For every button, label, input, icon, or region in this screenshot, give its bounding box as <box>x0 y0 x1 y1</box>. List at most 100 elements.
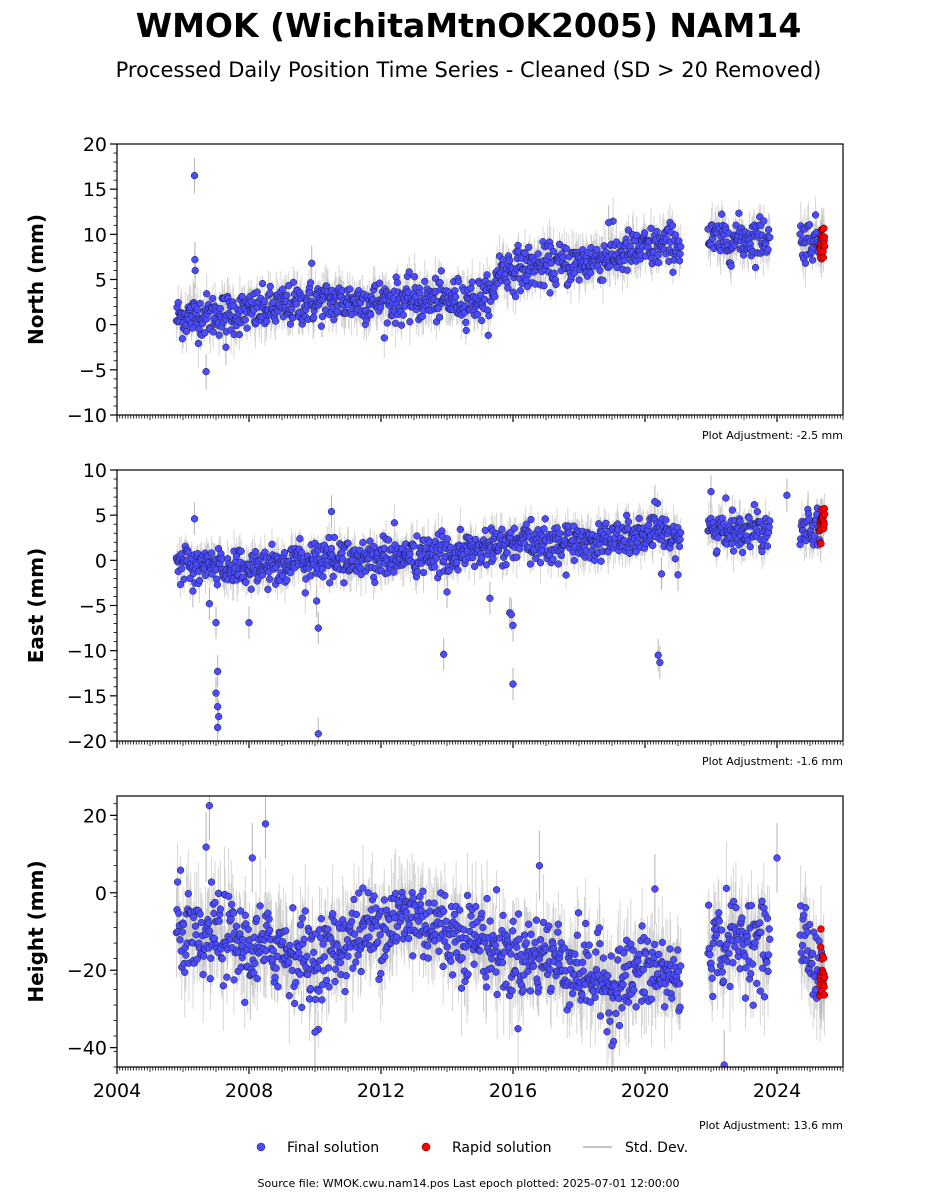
final-point <box>366 311 375 319</box>
final-point-outlier <box>509 680 517 688</box>
final-point <box>764 245 772 254</box>
final-point <box>241 316 249 324</box>
final-point <box>399 311 407 319</box>
final-point-outlier <box>314 624 322 632</box>
final-point <box>624 226 633 234</box>
final-point <box>491 292 499 301</box>
final-point <box>359 538 367 547</box>
final-point <box>554 560 562 568</box>
final-point-outlier <box>191 266 199 275</box>
final-point <box>406 550 414 558</box>
final-point <box>451 293 460 301</box>
final-point <box>213 581 222 589</box>
final-point <box>263 317 271 325</box>
final-point-outlier <box>443 588 451 596</box>
final-point <box>453 558 461 567</box>
final-point <box>380 334 388 342</box>
final-point <box>418 312 426 321</box>
final-point <box>570 556 579 565</box>
final-point <box>482 561 491 569</box>
rapid-solution-points <box>816 504 829 548</box>
final-point <box>413 568 422 576</box>
final-point <box>713 547 721 555</box>
final-point-outlier <box>783 491 791 499</box>
final-point <box>180 575 188 583</box>
final-point <box>718 210 726 218</box>
final-point <box>552 280 560 289</box>
final-point-outlier <box>214 723 222 732</box>
y-tick-label: 10 <box>83 460 107 482</box>
final-point <box>435 313 444 321</box>
final-point <box>644 521 653 529</box>
final-point <box>502 561 510 569</box>
final-point <box>597 557 605 565</box>
final-point <box>346 285 354 293</box>
final-point <box>623 266 631 274</box>
final-point <box>728 506 737 514</box>
final-point <box>269 298 277 306</box>
final-point <box>738 548 747 557</box>
final-point <box>635 514 643 523</box>
final-point <box>340 579 348 587</box>
final-point <box>410 273 419 281</box>
final-point <box>671 231 680 239</box>
final-point <box>390 519 399 527</box>
final-point <box>620 256 628 265</box>
final-point <box>676 250 684 258</box>
plot-area <box>172 475 829 741</box>
final-point <box>318 312 327 321</box>
final-point <box>811 211 820 219</box>
final-point-outlier <box>212 619 220 627</box>
final-point <box>371 578 379 587</box>
y-tick-label: 20 <box>83 134 107 156</box>
final-point <box>393 278 402 287</box>
y-tick-label: 0 <box>95 550 107 572</box>
final-point <box>445 567 453 575</box>
rapid-point <box>820 224 828 232</box>
final-point <box>454 277 463 286</box>
final-point <box>462 318 470 327</box>
final-point-outlier <box>308 259 316 267</box>
rapid-point <box>819 253 827 262</box>
final-point <box>623 511 631 519</box>
final-point <box>532 554 540 563</box>
final-point <box>443 535 451 543</box>
final-point <box>625 549 634 557</box>
final-point <box>339 555 347 563</box>
final-point <box>289 278 298 287</box>
final-point <box>203 290 211 298</box>
final-point-outlier <box>222 343 230 351</box>
final-point <box>416 289 424 297</box>
final-point <box>523 283 532 291</box>
y-tick-label: −15 <box>67 686 107 708</box>
chart-title: WMOK (WichitaMtnOK2005) NAM14 <box>135 6 802 45</box>
final-point-outlier <box>214 712 223 721</box>
final-point <box>247 585 255 593</box>
final-point <box>671 555 680 563</box>
final-point-outlier <box>327 507 336 516</box>
final-point <box>801 259 810 267</box>
final-point <box>746 543 754 551</box>
final-point <box>524 243 533 251</box>
final-point-outlier <box>507 610 516 619</box>
final-point <box>521 249 529 257</box>
final-point <box>330 533 339 542</box>
final-point <box>266 282 274 291</box>
final-point <box>655 259 663 267</box>
final-point <box>258 571 267 579</box>
final-point <box>317 322 325 330</box>
final-point <box>766 233 774 241</box>
rapid-point <box>821 510 829 518</box>
final-point <box>735 209 743 217</box>
final-point <box>504 284 512 292</box>
final-point <box>286 569 295 577</box>
final-point <box>478 317 486 325</box>
final-point-outlier <box>486 594 494 602</box>
final-point <box>550 269 558 277</box>
y-tick-label: −5 <box>79 596 107 618</box>
y-tick-label: −10 <box>67 405 107 427</box>
final-point <box>406 318 414 326</box>
final-point <box>287 305 296 313</box>
plot-adjustment-note: Plot Adjustment: -2.5 mm <box>702 429 843 442</box>
final-point <box>201 329 209 337</box>
